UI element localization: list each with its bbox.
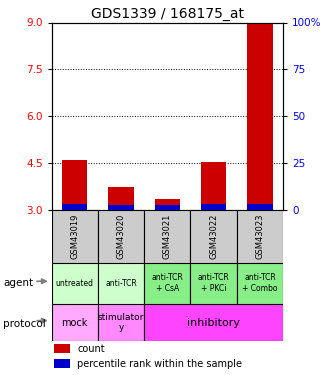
Text: anti-TCR
+ PKCi: anti-TCR + PKCi (198, 273, 229, 293)
Bar (144, 304, 283, 341)
Bar (54, 344, 70, 353)
Bar (155, 206, 180, 210)
Bar (201, 204, 226, 210)
Bar (144, 210, 190, 262)
Text: GSM43020: GSM43020 (117, 214, 126, 259)
Text: anti-TCR: anti-TCR (105, 279, 137, 288)
Bar (98, 304, 144, 341)
Text: anti-TCR
+ Combo: anti-TCR + Combo (242, 273, 278, 293)
Bar (237, 262, 283, 304)
Title: GDS1339 / 168175_at: GDS1339 / 168175_at (91, 8, 244, 21)
Text: GSM43022: GSM43022 (209, 214, 218, 259)
Bar (247, 204, 273, 210)
Bar (144, 262, 190, 304)
Bar (62, 160, 88, 210)
Bar (237, 210, 283, 262)
Bar (108, 187, 134, 210)
Text: count: count (77, 344, 105, 354)
Text: GSM43021: GSM43021 (163, 214, 172, 259)
Text: inhibitory: inhibitory (187, 318, 240, 327)
Bar (247, 22, 273, 210)
Bar (190, 210, 237, 262)
Bar (54, 359, 70, 368)
Text: untreated: untreated (56, 279, 94, 288)
Bar (98, 210, 144, 262)
Text: GSM43019: GSM43019 (70, 214, 79, 259)
Bar (98, 262, 144, 304)
Bar (52, 262, 98, 304)
Bar (62, 204, 88, 210)
Text: protocol: protocol (3, 320, 46, 329)
Text: anti-TCR
+ CsA: anti-TCR + CsA (152, 273, 183, 293)
Text: stimulator
y: stimulator y (98, 313, 144, 332)
Bar (155, 199, 180, 210)
Bar (201, 162, 226, 210)
Bar (52, 210, 98, 262)
Text: agent: agent (3, 278, 33, 288)
Text: GSM43023: GSM43023 (255, 213, 264, 259)
Bar (108, 206, 134, 210)
Bar (190, 262, 237, 304)
Text: mock: mock (62, 318, 88, 327)
Bar (52, 304, 98, 341)
Text: percentile rank within the sample: percentile rank within the sample (77, 359, 242, 369)
